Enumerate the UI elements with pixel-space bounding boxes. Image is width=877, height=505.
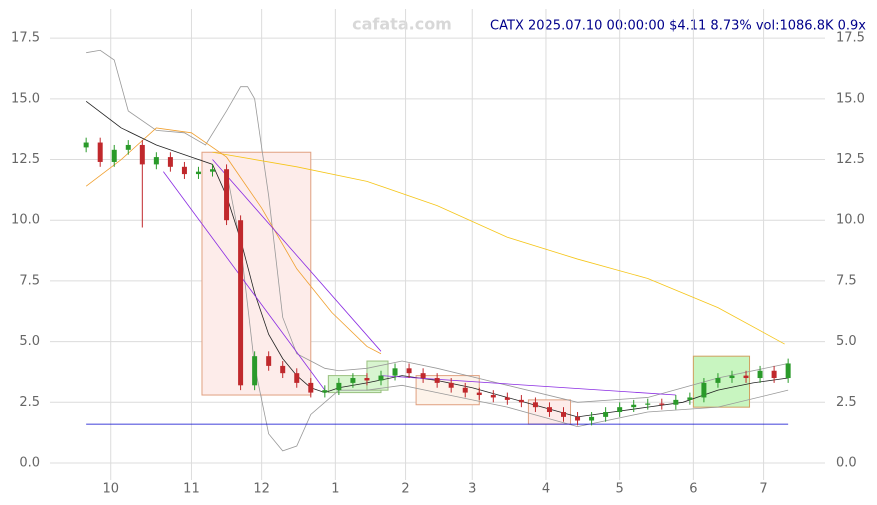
candle-body: [420, 373, 426, 379]
x-tick-label: 6: [689, 482, 697, 497]
candle-body: [757, 370, 763, 379]
candle-body: [167, 157, 173, 167]
candle-body: [434, 378, 440, 383]
candle-body: [617, 407, 623, 413]
y-tick-label: 0.0: [19, 456, 40, 471]
candle-body: [350, 378, 356, 383]
candle-body: [364, 378, 370, 381]
overlay-line: [85, 127, 382, 355]
y-tick-label-right: 15.0: [836, 91, 865, 106]
x-tick-label: 2: [401, 482, 409, 497]
y-tick-label: 5.0: [19, 334, 40, 349]
overlay-line: [226, 171, 789, 452]
candle-body: [687, 397, 693, 400]
y-tick-label-right: 0.0: [836, 456, 857, 471]
x-tick-label: 4: [542, 482, 550, 497]
candle-body: [139, 144, 145, 165]
candle-body: [336, 382, 342, 391]
candle-body: [195, 171, 201, 175]
x-tick-label: 7: [759, 482, 767, 497]
candle-body: [97, 142, 103, 162]
candle-body: [294, 373, 300, 383]
overlay-line: [86, 49, 789, 403]
candle-body: [280, 365, 286, 374]
chart-title: CATX 2025.07.10 00:00:00 $4.11 8.73% vol…: [490, 19, 866, 34]
candle-body: [785, 363, 791, 379]
y-tick-label: 15.0: [11, 91, 40, 106]
candle-body: [476, 392, 482, 396]
zone-box: [201, 151, 312, 396]
candle-body: [210, 169, 216, 172]
y-tick-label-right: 17.5: [836, 31, 865, 46]
overlay-line: [212, 151, 785, 345]
x-tick-label: 3: [468, 482, 476, 497]
candle-body: [406, 368, 412, 374]
candle-body: [589, 416, 595, 421]
candle-body: [603, 412, 609, 417]
candle-body: [181, 166, 187, 175]
candle-body: [153, 157, 159, 165]
candle-body: [771, 370, 777, 379]
y-tick-label: 2.5: [19, 395, 40, 410]
x-tick-label: 11: [183, 482, 200, 497]
candle-body: [673, 399, 679, 405]
y-tick-label-right: 7.5: [836, 273, 857, 288]
y-tick-label-right: 10.0: [836, 213, 865, 228]
overlay-line: [380, 375, 676, 396]
candle-body: [518, 399, 524, 403]
candle-body: [504, 397, 510, 400]
candle-body: [715, 378, 721, 383]
y-tick-label: 10.0: [11, 213, 40, 228]
candle-body: [322, 390, 328, 393]
candle-body: [462, 387, 468, 393]
candle-body: [490, 395, 496, 398]
zone-box: [692, 355, 751, 408]
candle-body: [701, 382, 707, 398]
y-tick-label: 17.5: [11, 31, 40, 46]
candle-body: [266, 356, 272, 366]
candle-body: [575, 416, 581, 421]
candle-body: [125, 144, 131, 150]
x-tick-label: 10: [102, 482, 119, 497]
candle-body: [378, 375, 384, 381]
candle-body: [392, 368, 398, 376]
x-tick-label: 1: [331, 482, 339, 497]
overlay-line: [163, 171, 326, 391]
y-tick-label-right: 5.0: [836, 334, 857, 349]
candle-body: [546, 407, 552, 413]
candle-body: [111, 149, 117, 162]
y-tick-label: 12.5: [11, 152, 40, 167]
x-tick-label: 5: [616, 482, 624, 497]
candle-body: [645, 403, 651, 405]
candle-body: [252, 356, 258, 386]
candle-body: [631, 404, 637, 408]
candle-body: [224, 169, 230, 221]
y-tick-label-right: 12.5: [836, 152, 865, 167]
candle-body: [729, 375, 735, 379]
candle-body: [532, 402, 538, 408]
candle-body: [448, 382, 454, 388]
candle-body: [659, 403, 665, 405]
x-tick-label: 12: [253, 482, 270, 497]
candle-body: [561, 412, 567, 417]
watermark: cafata.com: [352, 15, 452, 34]
candle-body: [238, 220, 244, 386]
overlay-line: [212, 159, 382, 352]
y-tick-label-right: 2.5: [836, 395, 857, 410]
y-tick-label: 7.5: [19, 273, 40, 288]
candle-body: [743, 375, 749, 379]
candle-body: [308, 382, 314, 393]
candle-body: [83, 142, 89, 148]
